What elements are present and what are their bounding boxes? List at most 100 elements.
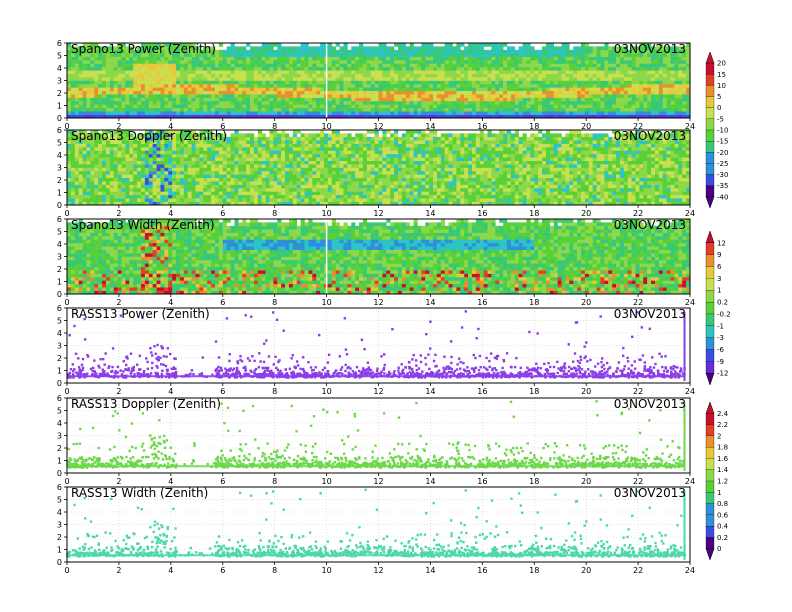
heat-cell <box>86 136 91 141</box>
heat-cell <box>421 46 426 51</box>
heat-cell <box>304 177 309 182</box>
heat-cell <box>238 170 243 175</box>
heat-cell <box>612 100 617 105</box>
heat-cell <box>246 177 251 182</box>
heat-cell <box>464 111 469 115</box>
heat-cell <box>242 133 247 138</box>
heat-cell <box>378 60 383 64</box>
heat-cell <box>148 167 153 172</box>
heat-cell <box>557 90 562 95</box>
heat-cell <box>619 66 625 71</box>
heat-cell <box>230 94 235 98</box>
heat-cell <box>242 147 247 151</box>
heat-cell <box>347 167 352 172</box>
heat-cell <box>125 97 130 102</box>
heat-cell <box>234 133 239 138</box>
heat-cell <box>386 63 391 68</box>
heat-cell <box>619 111 625 115</box>
heat-cell <box>619 107 625 112</box>
heat-cell <box>253 181 259 185</box>
heat-cell <box>530 111 535 115</box>
heat-cell <box>577 63 582 68</box>
heat-cell <box>553 114 558 119</box>
heat-cell <box>312 80 317 85</box>
heat-cell <box>144 143 150 148</box>
heat-cell <box>203 56 208 61</box>
heat-cell <box>386 107 391 112</box>
heat-cell <box>584 80 590 85</box>
heat-cell <box>156 90 161 95</box>
heat-cell <box>90 43 95 47</box>
heat-cell <box>479 49 484 54</box>
heat-cell <box>207 114 212 119</box>
heat-cell <box>686 66 691 71</box>
heat-cell <box>285 133 290 138</box>
heat-cell <box>152 77 157 81</box>
heat-cell <box>651 111 656 115</box>
heat-cell <box>211 153 216 158</box>
heat-cell <box>553 83 558 88</box>
heat-cell <box>144 104 150 109</box>
heat-cell <box>261 43 266 47</box>
heat-cell <box>327 160 333 165</box>
heat-cell <box>183 143 188 148</box>
heat-cell <box>580 87 586 92</box>
heat-cell <box>471 49 477 54</box>
heat-cell <box>506 111 512 115</box>
heat-cell <box>207 63 212 68</box>
heat-cell <box>261 170 266 175</box>
heat-cell <box>339 157 344 161</box>
heat-cell <box>168 73 173 78</box>
heat-cell <box>292 97 298 102</box>
heat-cell <box>608 66 613 71</box>
heat-cell <box>491 56 496 61</box>
heat-cell <box>355 80 360 85</box>
heat-cell <box>351 157 356 161</box>
heat-cell <box>250 153 255 158</box>
heat-cell <box>327 63 333 68</box>
heat-cell <box>304 170 309 175</box>
heat-cell <box>592 80 597 85</box>
heat-cell <box>526 94 531 98</box>
heat-cell <box>674 80 679 85</box>
heat-cell <box>569 114 574 119</box>
heat-cell <box>499 49 504 54</box>
heat-cell <box>343 177 348 182</box>
heat-cell <box>207 111 212 115</box>
heat-cell <box>394 73 399 78</box>
heat-cell <box>654 104 660 109</box>
heat-cell <box>674 56 679 61</box>
heat-cell <box>277 56 282 61</box>
heat-cell <box>468 80 473 85</box>
heat-cell <box>211 66 216 71</box>
heat-cell <box>506 63 512 68</box>
heat-cell <box>214 184 220 189</box>
heat-cell <box>612 49 617 54</box>
heat-cell <box>226 97 231 102</box>
heat-cell <box>542 73 547 78</box>
heat-cell <box>82 153 87 158</box>
heat-cell <box>121 184 126 189</box>
heat-cell <box>549 114 555 119</box>
heat-cell <box>269 70 274 74</box>
heat-cell <box>285 63 290 68</box>
heat-cell <box>335 184 340 189</box>
heat-cell <box>117 184 122 189</box>
heat-cell <box>635 66 640 71</box>
heat-cell <box>250 90 255 95</box>
heat-cell <box>234 191 239 196</box>
heat-cell <box>475 80 481 85</box>
heat-cell <box>436 80 442 85</box>
heat-cell <box>113 133 118 138</box>
heat-cell <box>542 66 547 71</box>
heat-cell <box>370 111 375 115</box>
heat-cell <box>168 191 173 196</box>
heat-cell <box>164 167 169 172</box>
heat-cell <box>250 147 255 151</box>
heat-cell <box>152 111 157 115</box>
heat-cell <box>246 66 251 71</box>
heat-cell <box>565 66 570 71</box>
heat-cell <box>433 114 438 119</box>
heat-cell <box>121 157 126 161</box>
heat-cell <box>168 87 173 92</box>
